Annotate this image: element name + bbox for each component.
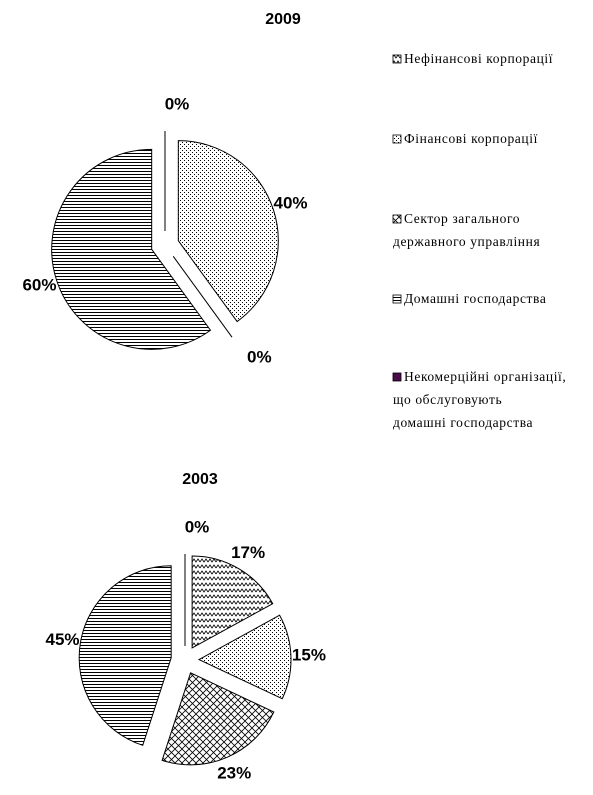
legend-label: Нефінансові корпорації — [404, 51, 553, 66]
data-label: 0% — [185, 517, 210, 536]
legend-swatch — [392, 294, 402, 304]
data-label: 0% — [247, 348, 272, 367]
legend-swatch — [392, 134, 402, 144]
data-label: 60% — [22, 275, 56, 294]
legend-swatch — [392, 372, 402, 382]
pie-slice — [78, 565, 172, 746]
pie-slice — [51, 148, 212, 350]
legend-swatch — [392, 214, 402, 224]
legend-label: Сектор загального державного управління — [393, 211, 540, 249]
legend-label: Домашні господарства — [404, 291, 546, 306]
pie-slice — [197, 614, 292, 700]
legend-swatch — [392, 54, 402, 64]
legend-label: Фінансові корпорації — [404, 131, 538, 146]
data-label: 45% — [46, 630, 80, 649]
chart-title: 2003 — [182, 471, 218, 488]
data-label: 23% — [217, 763, 251, 782]
legend-label: Некомерційні організації, що обслуговують… — [393, 369, 566, 430]
data-label: 17% — [231, 543, 265, 562]
pie-slice — [177, 140, 279, 323]
chart-title: 2009 — [265, 11, 301, 28]
pie-slice — [161, 672, 275, 766]
data-label: 15% — [292, 646, 326, 665]
data-label: 40% — [274, 194, 308, 213]
data-label: 0% — [165, 94, 190, 113]
pie-slice — [191, 555, 274, 649]
